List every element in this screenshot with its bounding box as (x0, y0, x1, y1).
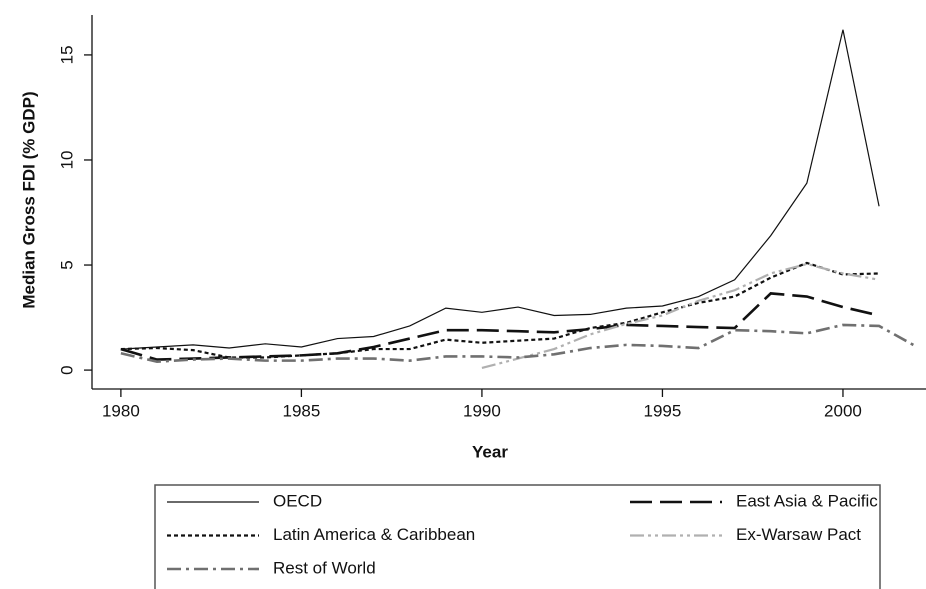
legend-label: Rest of World (273, 558, 376, 577)
legend-label: Latin America & Caribbean (273, 525, 475, 544)
y-tick-label: 10 (57, 151, 76, 170)
y-tick-label: 5 (57, 260, 76, 269)
x-tick-label: 1995 (644, 401, 682, 420)
y-tick-label: 15 (57, 45, 76, 64)
series-line (120, 29, 880, 350)
x-tick-label: 1980 (102, 401, 140, 420)
x-axis-label: Year (472, 442, 508, 461)
series-line (120, 323, 916, 363)
series-line (120, 292, 880, 361)
y-tick-label: 0 (57, 365, 76, 374)
legend-label: Ex-Warsaw Pact (736, 525, 861, 544)
x-tick-label: 1990 (463, 401, 501, 420)
legend-label: East Asia & Pacific (736, 491, 878, 510)
legend-label: OECD (273, 491, 322, 510)
x-tick-label: 2000 (824, 401, 862, 420)
legend-box (154, 484, 881, 589)
series-line (481, 262, 880, 370)
series-line (120, 261, 880, 359)
x-tick-label: 1985 (282, 401, 320, 420)
y-axis-label: Median Gross FDI (% GDP) (19, 91, 38, 308)
